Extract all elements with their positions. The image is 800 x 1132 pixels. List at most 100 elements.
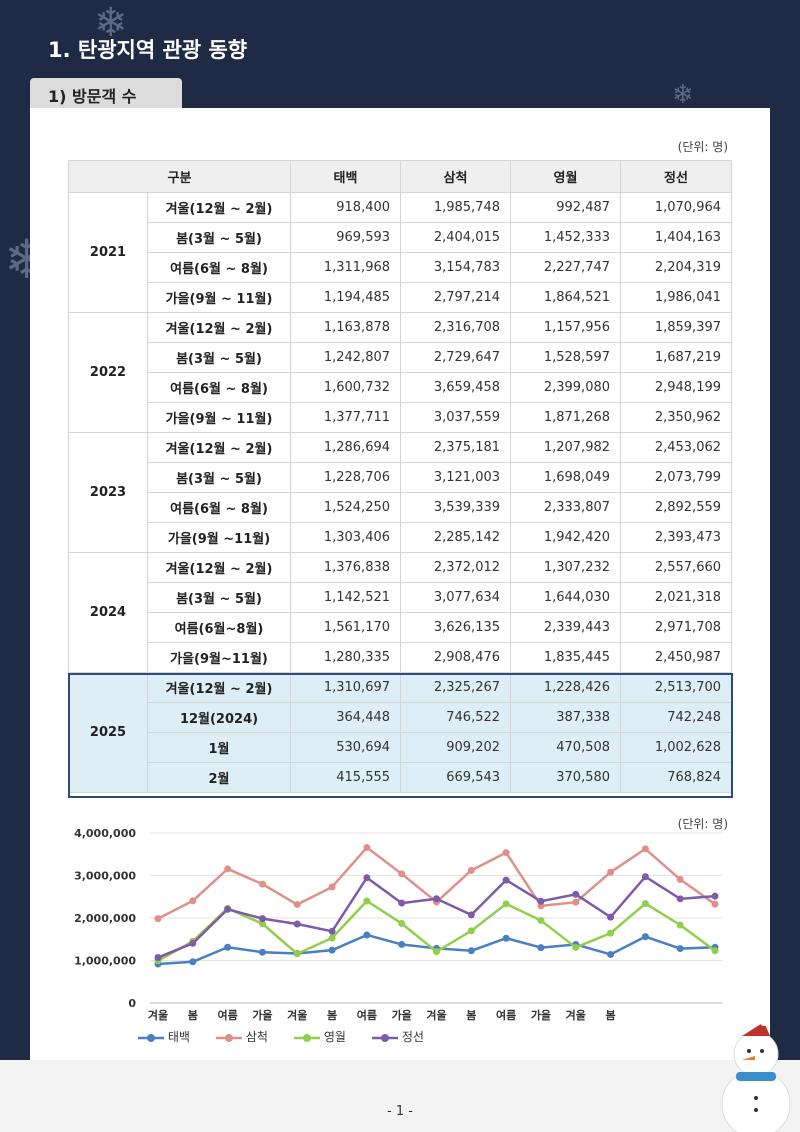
season-cell: 가을(9월 ~11월)	[146, 522, 292, 553]
table-row: 1월 530,694 909,202 470,508 1,002,628	[69, 732, 733, 763]
value-cell: 2,350,962	[620, 402, 733, 433]
season-cell: 겨울(12월 ~ 2월)	[146, 552, 292, 583]
table-row: 가을(9월 ~ 11월) 1,194,485 2,797,214 1,864,521 1…	[69, 282, 733, 313]
table-row: 2월 415,555 669,543 370,580 768,824	[69, 762, 733, 793]
data-point	[502, 900, 510, 908]
footer-background	[0, 1060, 800, 1132]
value-cell: 1,524,250	[290, 492, 402, 523]
legend-item: 영월	[294, 1028, 346, 1045]
data-point	[607, 929, 615, 937]
value-cell: 3,154,783	[400, 252, 512, 283]
value-cell: 2,453,062	[620, 432, 733, 463]
document-page: (단위: 명) 구분 태백 삼척 영월 정선 2021 겨울(12월 ~ 2월) 9…	[30, 108, 770, 1060]
table-row: 봄(3월 ~ 5월) 1,242,807 2,729,647 1,528,597 1,6…	[69, 342, 733, 373]
data-point	[467, 911, 475, 919]
value-cell: 1,002,628	[620, 732, 733, 763]
snowflake-icon: ❄	[672, 80, 694, 110]
value-cell: 1,687,219	[620, 342, 733, 373]
value-cell: 3,037,559	[400, 402, 512, 433]
table-row: 봄(3월 ~ 5월) 1,228,706 3,121,003 1,698,049 2,0…	[69, 462, 733, 493]
value-cell: 2,393,473	[620, 522, 733, 553]
legend-item: 정선	[372, 1028, 424, 1045]
y-tick-label: 4,000,000	[74, 827, 136, 840]
table-row: 가을(9월 ~11월) 1,303,406 2,285,142 1,942,420 2,…	[69, 522, 733, 553]
data-point	[607, 868, 615, 876]
value-cell: 2,971,708	[620, 612, 733, 643]
data-point	[572, 890, 580, 898]
header-taebaek: 태백	[290, 160, 402, 193]
data-point	[711, 947, 719, 955]
data-point	[189, 897, 197, 905]
season-cell: 여름(6월 ~ 8월)	[146, 372, 292, 403]
value-cell: 2,333,807	[510, 492, 622, 523]
x-tick-label: 여름	[496, 1008, 516, 1022]
data-point	[363, 843, 371, 851]
y-tick-label: 0	[128, 997, 136, 1010]
value-cell: 1,207,982	[510, 432, 622, 463]
x-tick-label: 겨울	[148, 1008, 168, 1022]
data-point	[537, 944, 545, 952]
value-cell: 1,310,697	[290, 672, 402, 703]
x-tick-label: 봄	[188, 1008, 198, 1022]
data-point	[293, 950, 301, 958]
value-cell: 1,561,170	[290, 612, 402, 643]
data-point	[224, 905, 232, 913]
x-tick-label: 여름	[357, 1008, 377, 1022]
value-cell: 742,248	[620, 702, 733, 733]
x-tick-label: 여름	[218, 1008, 238, 1022]
data-point	[154, 915, 162, 923]
season-cell: 겨울(12월 ~ 2월)	[146, 432, 292, 463]
data-point	[467, 866, 475, 874]
data-point	[433, 948, 440, 956]
data-point	[502, 876, 510, 884]
season-cell: 겨울(12월 ~ 2월)	[146, 312, 292, 343]
value-cell: 1,377,711	[290, 402, 402, 433]
data-point	[676, 945, 684, 953]
value-cell: 746,522	[400, 702, 512, 733]
value-cell: 1,307,232	[510, 552, 622, 583]
data-point	[676, 875, 684, 883]
value-cell: 2,450,987	[620, 642, 733, 673]
table-unit-label: (단위: 명)	[677, 140, 728, 154]
table-row: 가을(9월 ~ 11월) 1,377,711 3,037,559 1,871,268 2…	[69, 402, 733, 433]
table-row: 봄(3월 ~ 5월) 1,142,521 3,077,634 1,644,030 2,0…	[69, 582, 733, 613]
legend-marker	[138, 1033, 164, 1042]
snowflake-icon: ❄	[94, 0, 128, 46]
value-cell: 370,580	[510, 762, 622, 793]
value-cell: 3,121,003	[400, 462, 512, 493]
data-point	[293, 901, 301, 909]
value-cell: 470,508	[510, 732, 622, 763]
value-cell: 1,528,597	[510, 342, 622, 373]
value-cell: 3,077,634	[400, 582, 512, 613]
data-point	[363, 874, 371, 882]
year-cell: 2025	[68, 672, 148, 793]
table-row: 가을(9월~11월) 1,280,335 2,908,476 1,835,445 2,4…	[69, 642, 733, 673]
chart-unit-label: (단위: 명)	[677, 817, 728, 831]
value-cell: 1,871,268	[510, 402, 622, 433]
x-tick-label: 봄	[606, 1008, 616, 1022]
season-cell: 가을(9월~11월)	[146, 642, 292, 673]
table-row: 12월(2024) 364,448 746,522 387,338 742,248	[69, 702, 733, 733]
x-tick-label: 가을	[531, 1008, 551, 1022]
subsection-tab: 1) 방문객 수	[30, 78, 182, 108]
value-cell: 1,303,406	[290, 522, 402, 553]
legend-marker	[294, 1033, 320, 1042]
value-cell: 1,228,706	[290, 462, 402, 493]
value-cell: 387,338	[510, 702, 622, 733]
data-point	[641, 873, 649, 881]
table-row: 여름(6월 ~ 8월) 1,600,732 3,659,458 2,399,080 2,…	[69, 372, 733, 403]
value-cell: 2,204,319	[620, 252, 733, 283]
value-cell: 1,985,748	[400, 192, 512, 223]
season-cell: 가을(9월 ~ 11월)	[146, 282, 292, 313]
value-cell: 1,311,968	[290, 252, 402, 283]
data-point	[258, 948, 266, 956]
value-cell: 1,163,878	[290, 312, 402, 343]
data-point	[433, 895, 440, 903]
y-tick-label: 2,000,000	[74, 912, 136, 925]
y-tick-label: 3,000,000	[74, 870, 136, 883]
data-point	[398, 940, 406, 948]
data-point	[398, 899, 406, 907]
year-cell: 2024	[68, 552, 148, 673]
legend-label: 삼척	[245, 1030, 268, 1044]
table-row: 봄(3월 ~ 5월) 969,593 2,404,015 1,452,333 1,404…	[69, 222, 733, 253]
